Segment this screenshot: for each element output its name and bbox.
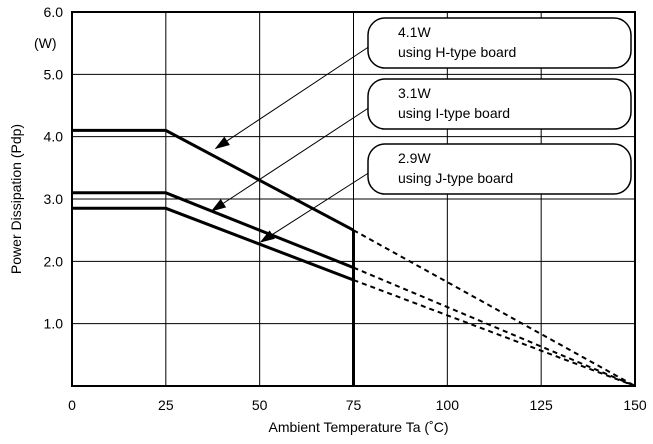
callout-box	[367, 143, 632, 195]
x-tick-label: 25	[158, 397, 174, 413]
y-tick-label: 5.0	[44, 66, 64, 82]
x-tick-label: 150	[623, 397, 647, 413]
callout-board-type: using H-type board	[398, 44, 516, 60]
y-tick-label: 3.0	[44, 191, 64, 207]
x-tick-label: 100	[436, 397, 460, 413]
callout-box	[367, 78, 632, 130]
x-tick-label: 0	[68, 397, 76, 413]
callout-arrow	[223, 106, 371, 204]
plot-frame	[71, 11, 636, 387]
y-tick-label: 2.0	[44, 253, 64, 269]
series-2-extrapolation	[353, 266, 636, 387]
callout-box	[367, 17, 632, 69]
y-tick-labels: 1.0 2.0 3.0 4.0 5.0 6.0	[44, 4, 64, 332]
x-axis-title: Ambient Temperature Ta (˚C)	[269, 419, 449, 435]
x-tick-labels: 0 25 50 75 100 125 150	[68, 397, 647, 413]
series-1-line	[72, 128, 355, 232]
y-tick-label: 1.0	[44, 316, 64, 332]
callout-power-value: 2.9W	[398, 150, 431, 166]
callout-power-value: 3.1W	[398, 85, 431, 101]
y-tick-label: 6.0	[44, 4, 64, 20]
callout-board-type: using J-type board	[398, 170, 513, 186]
y-axis-title: Power Dissipation (Pdp)	[8, 124, 24, 274]
x-tick-label: 125	[529, 397, 553, 413]
series-lines	[72, 128, 636, 387]
callout-power-value: 4.1W	[398, 24, 431, 40]
callout-arrowhead	[210, 199, 227, 212]
series-1-extrapolation	[353, 229, 636, 387]
callout-arrowhead	[259, 230, 275, 243]
callout-arrowhead	[214, 136, 230, 150]
x-tick-label: 50	[252, 397, 268, 413]
callout-arrow	[272, 171, 371, 235]
series-2-line	[72, 191, 355, 269]
x-tick-label: 75	[346, 397, 362, 413]
series-3-line	[72, 206, 355, 282]
series-3-extrapolation	[353, 279, 636, 387]
callout-board-type: using I-type board	[398, 105, 510, 121]
callouts: 4.1W using H-type board 3.1W using I-type b…	[210, 17, 632, 243]
callout-arrow	[226, 45, 371, 142]
y-unit-label: (W)	[34, 35, 57, 51]
y-tick-label: 4.0	[44, 129, 64, 145]
